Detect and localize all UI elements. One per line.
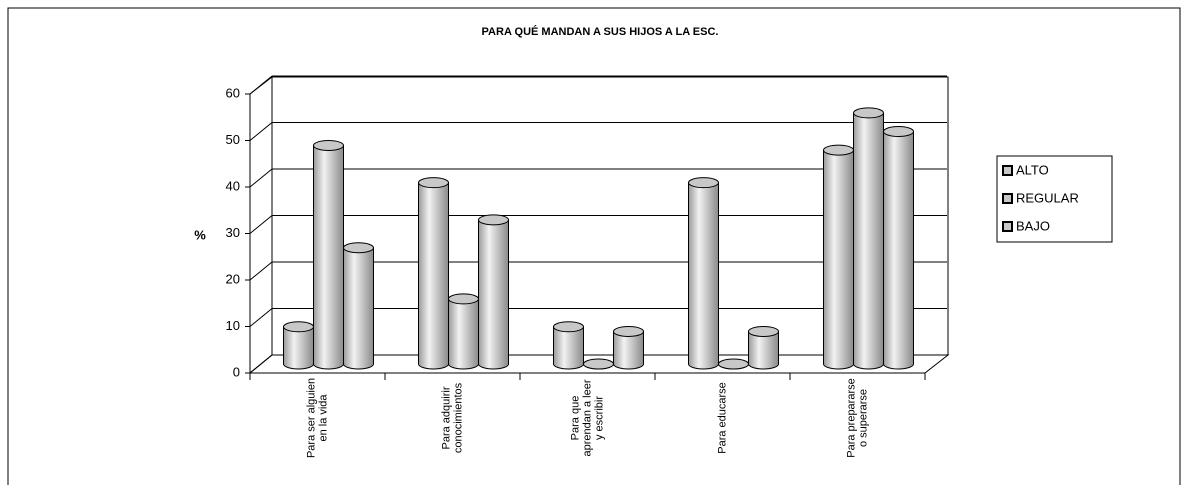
y-tick-label: 40	[226, 178, 240, 193]
x-tick-label: Para educarse	[716, 382, 728, 454]
grid-line	[249, 261, 273, 281]
y-tick-label: 0	[233, 364, 240, 379]
bar	[823, 144, 854, 370]
y-tick-label: 30	[226, 225, 240, 240]
bar	[582, 358, 615, 370]
bar	[343, 242, 374, 370]
y-tick-label: 50	[226, 132, 240, 147]
bar-top	[418, 177, 449, 189]
bar-top	[613, 325, 644, 337]
bar-body	[823, 149, 854, 370]
bar	[688, 177, 719, 370]
bar	[418, 177, 449, 370]
bar-top	[283, 321, 314, 333]
bar-top	[553, 321, 584, 333]
bar-top	[583, 358, 614, 370]
bar-top	[823, 144, 854, 156]
grid-line	[249, 215, 273, 234]
y-axis-label: %	[194, 227, 206, 242]
bar-body	[613, 330, 644, 370]
bar-body	[283, 326, 314, 370]
bar	[478, 214, 509, 370]
bar-body	[448, 298, 479, 370]
legend-swatch	[1002, 193, 1013, 204]
bar-body	[418, 182, 449, 370]
bar-top	[853, 107, 884, 119]
bar-top	[718, 358, 749, 370]
legend-label: REGULAR	[1016, 190, 1079, 205]
bar-body	[343, 247, 374, 370]
bar-body	[853, 112, 884, 370]
bar-top	[688, 177, 719, 189]
x-tick-label: Para ser alguienen la vida	[305, 378, 329, 458]
bar-body	[748, 330, 779, 370]
legend-swatch	[1002, 165, 1013, 176]
legend-label: BAJO	[1016, 218, 1050, 233]
bar-body	[553, 326, 584, 370]
bar-top	[343, 242, 374, 254]
bar-body	[883, 131, 914, 370]
bar	[283, 321, 314, 370]
legend	[996, 155, 1113, 243]
bar-top	[448, 293, 479, 305]
grid-line	[249, 308, 273, 327]
grid-line	[249, 168, 273, 188]
chart-frame	[7, 7, 1181, 485]
grid-line	[249, 122, 273, 141]
x-tick-label: Para prepararseo superarse	[845, 378, 869, 458]
y-tick-label: 10	[226, 318, 240, 333]
bar-body	[313, 144, 344, 370]
x-tick-label: Para adquirirconocimientos	[440, 382, 464, 453]
bar	[883, 126, 914, 370]
bar-top	[313, 139, 344, 151]
bar	[448, 293, 479, 370]
bar	[853, 107, 884, 370]
bar	[717, 358, 750, 370]
grid-line	[249, 75, 273, 95]
y-tick-label: 20	[226, 271, 240, 286]
bar-top	[883, 126, 914, 137]
bar	[748, 325, 779, 370]
y-tick-label: 60	[226, 85, 240, 100]
bar-top	[478, 214, 509, 226]
bar-body	[688, 182, 719, 370]
legend-swatch	[1002, 221, 1013, 232]
chart-title: PARA QUÉ MANDAN A SUS HIJOS A LA ESC.	[482, 25, 719, 38]
x-tick-label: Para queaprendan a leery escribir	[569, 379, 605, 456]
bar	[553, 321, 584, 370]
bar-body	[478, 219, 509, 370]
bar	[613, 325, 644, 370]
grid-line	[249, 354, 273, 374]
legend-label: ALTO	[1016, 162, 1049, 177]
bar-top	[748, 325, 779, 337]
bar	[313, 139, 344, 370]
